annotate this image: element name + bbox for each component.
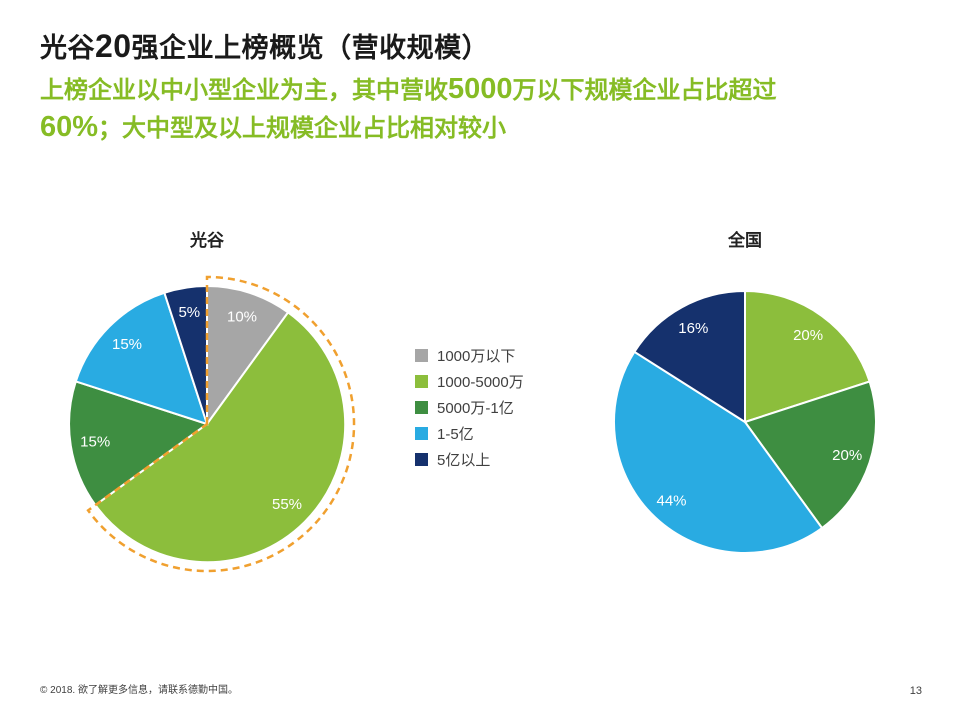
legend-label: 1000-5000万 xyxy=(437,373,524,391)
pie-slice-label: 10% xyxy=(227,308,257,325)
pie-slice xyxy=(743,380,877,530)
page-number: 13 xyxy=(909,685,922,697)
title-number: 20 xyxy=(95,28,132,64)
title-text-2: 强企业上榜概览（营收规模） xyxy=(131,33,490,63)
legend-swatch xyxy=(415,374,428,388)
chart-title-quanguo: 全国 xyxy=(728,231,762,250)
legend-item: 5000万-1亿 xyxy=(415,394,524,420)
legend-label: 1-5亿 xyxy=(437,425,474,443)
chart-legend: 1000万以下 1000-5000万 5000万-1亿 1-5亿 5亿以上 xyxy=(415,342,524,472)
pie-slice-label: 20% xyxy=(832,447,862,464)
pie-slice xyxy=(206,284,290,428)
header: 光谷20强企业上榜概览（营收规模） 上榜企业以中小型企业为主，其中营收5000万… xyxy=(40,26,920,146)
title-text-1: 光谷 xyxy=(40,33,95,63)
subtitle-text-3: ；大中型及以上规模企业占比相对较小 xyxy=(98,114,507,142)
legend-swatch xyxy=(415,400,428,414)
pie-slice-label: 5% xyxy=(178,304,200,321)
legend-swatch xyxy=(415,348,428,362)
highlight-outline xyxy=(86,275,356,573)
pie-slice xyxy=(94,311,347,564)
pie-slice-label: 15% xyxy=(80,434,110,451)
pie-slice xyxy=(613,350,824,554)
legend-swatch xyxy=(415,426,428,440)
pie-slice-label: 16% xyxy=(678,320,708,337)
pie-slice-label: 55% xyxy=(272,496,302,513)
legend-label: 5亿以上 xyxy=(437,451,491,469)
legend-item: 1-5亿 xyxy=(415,420,524,446)
pie-chart-quanguo: 20% 20% 44% 16% xyxy=(613,289,877,554)
pie-slice-label: 44% xyxy=(656,492,686,509)
subtitle-number-1: 5000 xyxy=(448,73,513,105)
chart-title-guanggu: 光谷 xyxy=(190,231,224,250)
pie-slice xyxy=(68,380,210,507)
subtitle-text-1: 上榜企业以中小型企业为主，其中营收 xyxy=(40,77,448,104)
pie-slice-label: 20% xyxy=(793,327,823,344)
legend-swatch xyxy=(415,452,428,466)
page-subtitle: 上榜企业以中小型企业为主，其中营收5000万以下规模企业占比超过 60%；大中型及… xyxy=(40,71,920,146)
pie-slice xyxy=(744,289,871,424)
page-title: 光谷20强企业上榜概览（营收规模） xyxy=(40,26,920,65)
legend-item: 1000-5000万 xyxy=(415,368,524,394)
subtitle-text-2: 万以下规模企业占比超过 xyxy=(512,77,777,104)
legend-item: 1000万以下 xyxy=(415,342,524,368)
pie-slice xyxy=(633,289,746,424)
legend-label: 1000万以下 xyxy=(437,347,516,365)
pie-slice-label: 15% xyxy=(112,336,142,353)
legend-label: 5000万-1亿 xyxy=(437,399,514,417)
pie-chart-guanggu: 10% 55% 15% 15% 5% xyxy=(68,275,356,573)
legend-item: 5亿以上 xyxy=(415,446,524,472)
footer-note: © 2018. 欲了解更多信息，请联系德勤中国。 xyxy=(40,685,238,696)
subtitle-number-2: 60% xyxy=(40,110,99,143)
